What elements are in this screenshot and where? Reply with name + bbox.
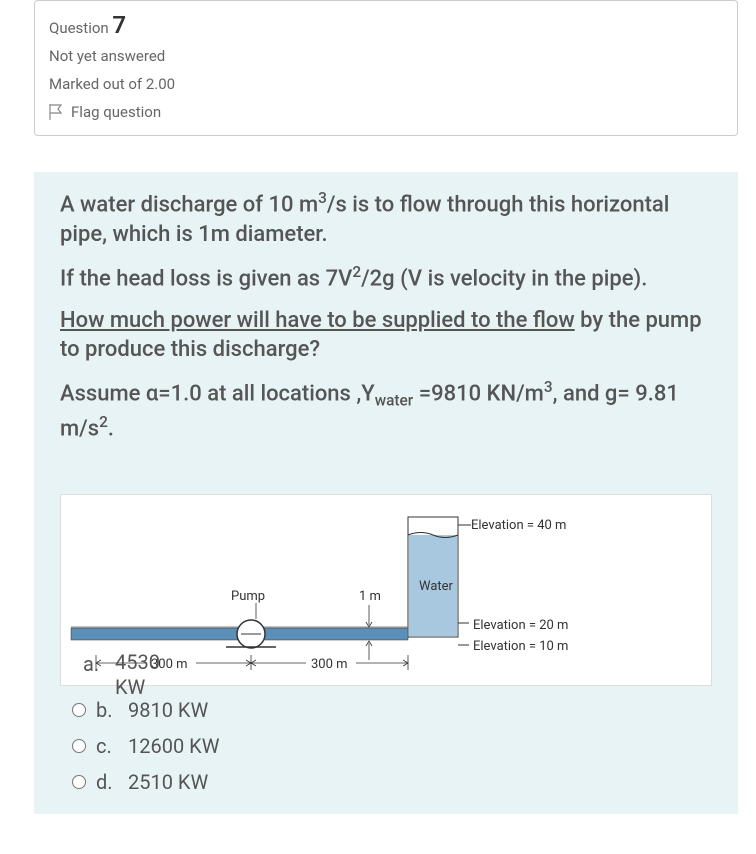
option-a-value: 4530KW [115, 650, 160, 700]
flag-icon [49, 104, 63, 120]
option-b-radio[interactable] [72, 703, 86, 717]
water-label: Water [419, 579, 454, 594]
elevation-10-label: Elevation = 10 m [473, 639, 568, 654]
answer-status: Not yet answered [49, 47, 723, 65]
question-label-text: Question [49, 19, 109, 37]
question-text-3: How much power will have to be supplied … [60, 306, 712, 365]
question-number-label: Question 7 [49, 11, 723, 39]
pipe-diameter-label: 1 m [359, 589, 381, 604]
flag-question-link[interactable]: Flag question [49, 103, 723, 121]
option-c-value: 12600 KW [128, 734, 219, 758]
option-d-row: d. 2510 KW [60, 770, 712, 794]
option-a-overlay: a. 4530KW [83, 650, 160, 700]
question-text-4: Assume α=1.0 at all locations ,Ywater =9… [60, 377, 712, 444]
marks-label: Marked out of 2.00 [49, 75, 723, 93]
option-d-radio[interactable] [72, 775, 86, 789]
question-number-value: 7 [112, 11, 126, 39]
option-b-row: b. 9810 KW [60, 698, 712, 722]
question-text-1: A water discharge of 10 m3/s is to flow … [60, 188, 712, 250]
option-b-letter: b. [96, 698, 118, 722]
option-c-row: c. 12600 KW [60, 734, 712, 758]
option-b-value: 9810 KW [128, 698, 208, 722]
elevation-40-label: Elevation = 40 m [471, 518, 566, 533]
option-a-letter: a. [83, 650, 105, 676]
dist-right-label: 300 m [311, 657, 348, 672]
flag-label-text: Flag question [71, 103, 161, 121]
option-c-radio[interactable] [72, 739, 86, 753]
pump-label: Pump [231, 589, 265, 604]
elevation-20-label: Elevation = 20 m [473, 618, 568, 633]
option-c-letter: c. [96, 734, 118, 758]
option-d-letter: d. [96, 770, 118, 794]
question-header-box: Question 7 Not yet answered Marked out o… [34, 0, 738, 136]
question-body: A water discharge of 10 m3/s is to flow … [34, 172, 738, 814]
option-d-value: 2510 KW [128, 770, 208, 794]
pipe-diagram: Water Elevation = 40 m Elevation = 20 m … [60, 494, 712, 686]
question-text-2: If the head loss is given as 7V2/2g (V i… [60, 262, 712, 294]
